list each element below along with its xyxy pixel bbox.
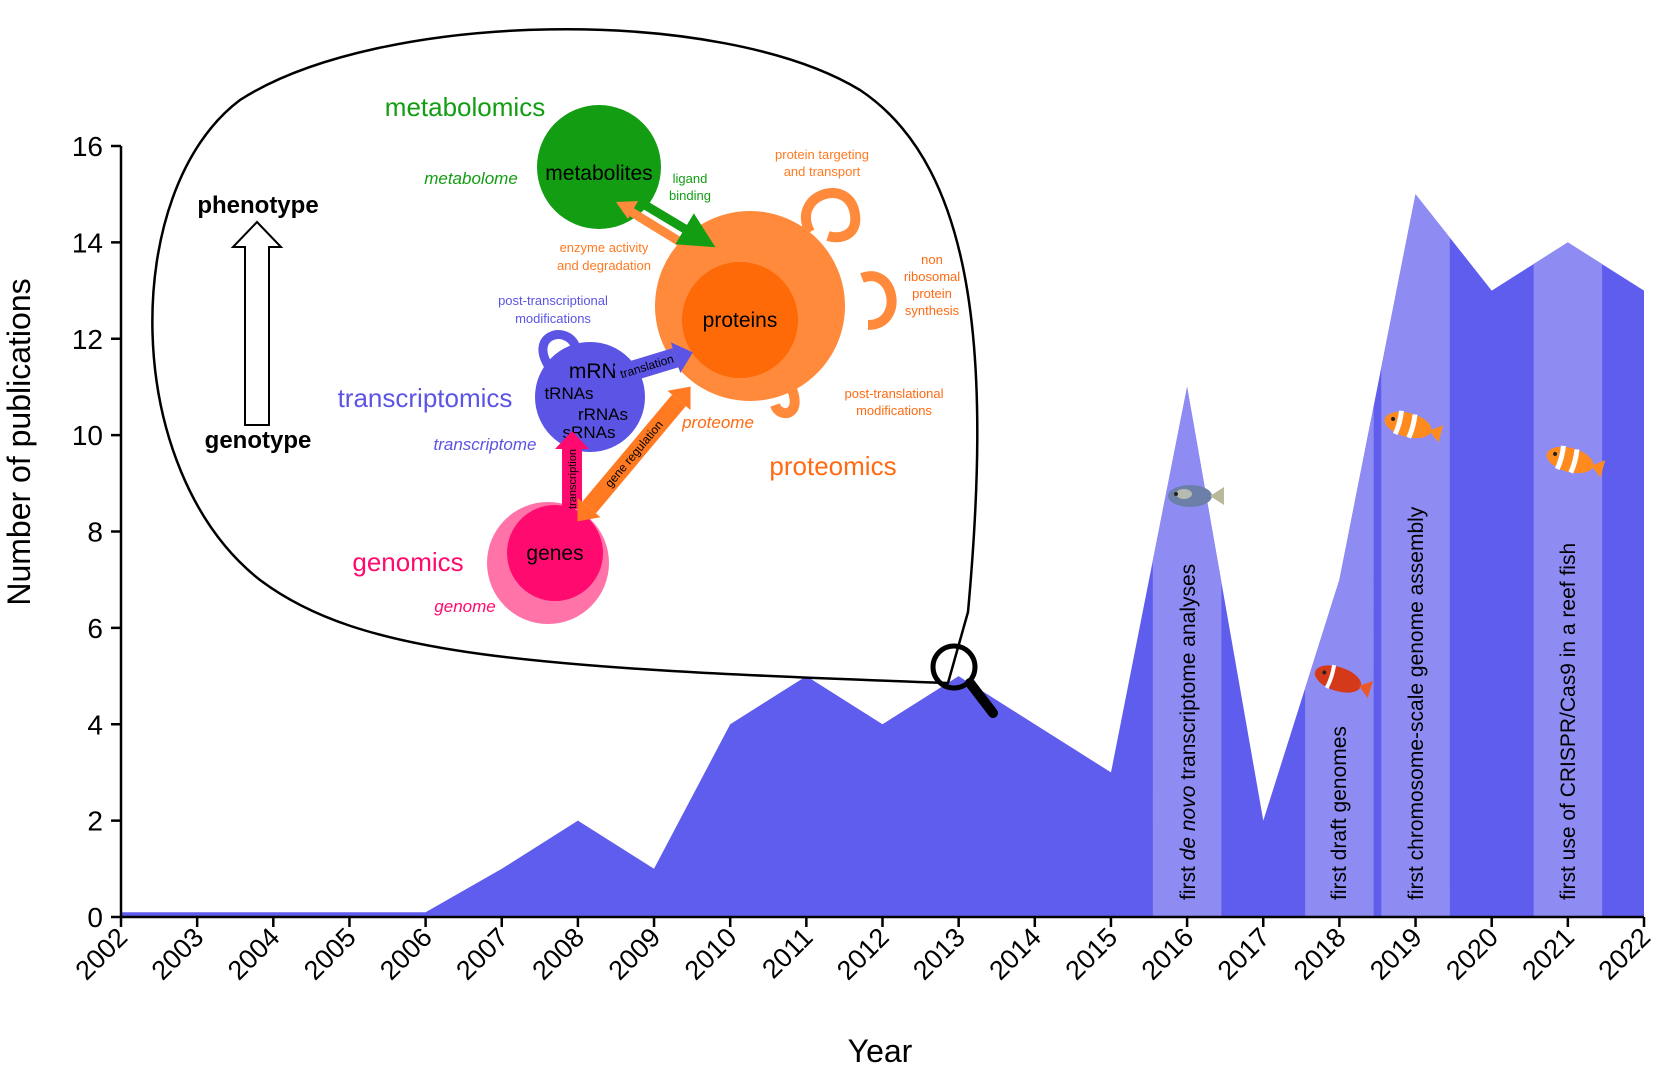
milestone-2016-prefix: first [1177,860,1200,900]
fish-icon-red [1314,664,1374,699]
x-tick-label-2007: 2007 [450,922,514,986]
metabolome-label: metabolome [424,169,518,188]
y-axis-label: Number of publications [1,278,37,605]
x-tick-label-2004: 2004 [222,922,286,986]
x-tick-label-2018: 2018 [1288,922,1352,986]
x-tick-label-2008: 2008 [526,922,590,986]
milestone-label-2016: first de novo transcriptome analyses [1177,564,1200,900]
protein-targeting-loop [800,188,861,243]
y-tick-label-16: 16 [72,131,103,162]
non-ribosomal-loop [860,271,897,330]
x-tick-label-2013: 2013 [907,922,971,986]
post-transcriptional-label: post-transcriptional modifications [498,293,608,326]
post-transcriptional-loop [538,330,580,368]
x-tick-label-2005: 2005 [298,922,362,986]
trnas-label: tRNAs [544,384,593,403]
genotype-label: genotype [205,427,312,454]
x-tick-label-2015: 2015 [1059,922,1123,986]
fish-icon-grey [1168,485,1224,507]
x-tick-label-2016: 2016 [1136,922,1200,986]
rrnas-label: rRNAs [578,405,628,424]
genomics-label: genomics [352,547,463,577]
up-arrow-icon [230,220,284,426]
milestone-band-2018 [1305,406,1374,917]
genome-label: genome [434,597,495,616]
translation-arrow: translation [613,342,693,386]
y-tick-label-12: 12 [72,324,103,355]
protein-targeting-label: protein targeting and transport [775,147,869,179]
y-tick-label-6: 6 [87,613,103,644]
milestone-labels: first de novo transcriptome analyses fir… [1177,506,1580,900]
x-tick-label-2019: 2019 [1364,922,1428,986]
x-tick-label-2002: 2002 [70,922,134,986]
metabolites-label: metabolites [545,162,652,185]
x-tick-label-2011: 2011 [756,922,818,984]
y-tick-label-14: 14 [72,227,103,258]
transcriptome-label: transcriptome [434,435,537,454]
proteomics-label: proteomics [769,451,896,481]
x-tick-label-2012: 2012 [831,922,895,986]
milestone-label-2018: first draft genomes [1328,726,1351,900]
transcriptomics-label: transcriptomics [338,383,513,413]
area-series [121,194,1644,917]
x-tick-label-2020: 2020 [1440,922,1504,986]
transcription-arrow: transcription [555,431,589,509]
x-ticks: 2002 2003 2004 2005 2006 2007 2008 2009 2010 2011… [70,917,1654,986]
y-ticks: 0 2 4 6 8 10 12 14 16 [72,131,121,933]
x-axis-label: Year [848,1033,913,1069]
post-translational-loop [770,382,800,419]
milestone-band-2019 [1381,194,1450,917]
x-tick-label-2010: 2010 [679,922,743,986]
genes-label: genes [526,542,583,565]
magnifier-icon [930,643,998,718]
x-tick-label-2014: 2014 [983,922,1047,986]
metabolomics-label: metabolomics [385,92,545,122]
ligand-binding-label: ligand binding [669,171,711,203]
y-tick-label-2: 2 [87,806,103,837]
x-tick-label-2022: 2022 [1593,922,1654,986]
enzyme-activity-label: enzyme activity and degradation [557,240,651,273]
milestone-band-2016 [1152,386,1222,917]
y-tick-label-0: 0 [87,902,103,933]
y-tick-label-10: 10 [72,420,103,451]
post-translational-label: post-translational modifications [845,386,944,418]
x-tick-label-2003: 2003 [146,922,210,986]
proteome-label: proteome [681,413,754,432]
fish-icon-clown-2021 [1546,445,1606,478]
x-tick-label-2021: 2021 [1516,922,1580,986]
genes-node [507,505,603,601]
phenotype-label: phenotype [197,192,318,219]
omics-diagram: phenotype genotype metabolomics metabolo… [197,92,960,624]
x-tick-label-2017: 2017 [1212,922,1276,986]
milestone-2016-suffix: transcriptome analyses [1177,564,1200,786]
milestone-label-2019: first chromosome-scale genome assembly [1405,506,1428,900]
x-tick-label-2006: 2006 [374,922,438,986]
ligand-binding-arrow [642,201,716,248]
non-ribosomal-label: non ribosomal protein synthesis [904,252,960,318]
metabolites-node [537,105,661,229]
milestone-label-2021: first use of CRISPR/Cas9 in a reef fish [1557,543,1580,900]
transcription-label: transcription [567,449,579,509]
y-tick-label-4: 4 [87,709,103,740]
enzyme-arrowhead-a [616,201,638,219]
y-tick-label-8: 8 [87,517,103,548]
x-tick-label-2009: 2009 [603,922,667,986]
proteins-label: proteins [703,309,778,332]
fish-icon-clown-2019 [1384,410,1444,443]
area-path [121,194,1644,917]
proteins-inner-node [682,262,798,378]
milestone-band-2021 [1533,242,1603,917]
milestone-2016-italic: de novo [1177,785,1200,860]
milestone-bands [1152,194,1603,917]
